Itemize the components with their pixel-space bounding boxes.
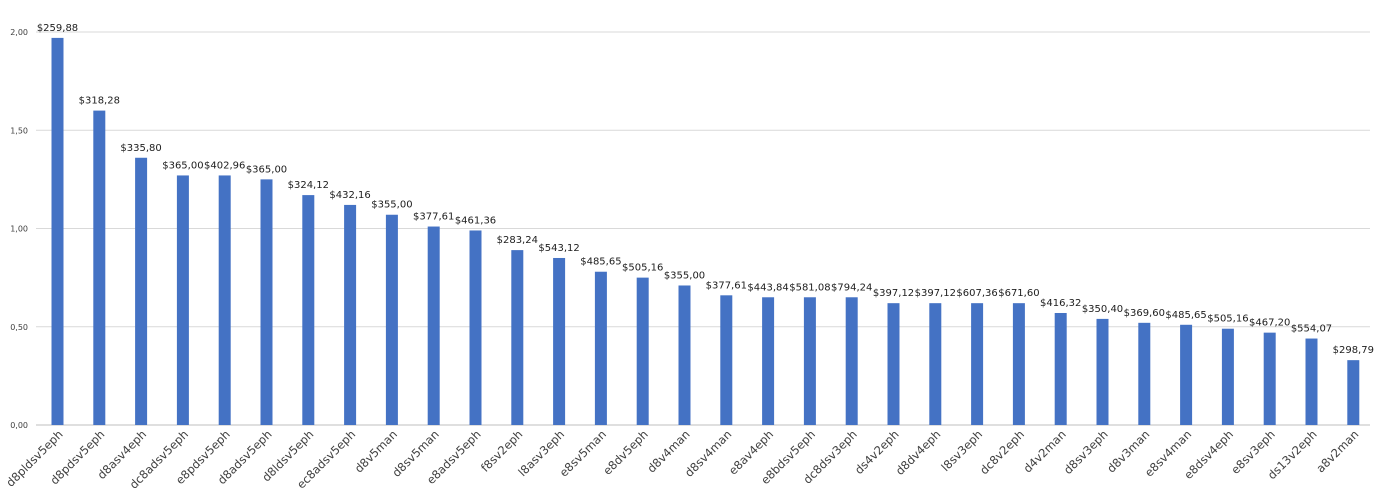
bar-ec8adsv5eph	[344, 204, 357, 425]
x-axis: d8pldsv5ephd8pdsv5ephd8asv4ephdc8adsv5ep…	[3, 427, 1361, 491]
data-labels: $259,88$318,28$335,80$365,00 $402,96 $365,…	[37, 23, 1374, 356]
bar-d8pldsv5eph	[51, 37, 64, 426]
data-label: $365,00	[246, 164, 287, 175]
x-tick-label: e8dv5eph	[600, 427, 651, 478]
data-label: $318,28	[79, 96, 120, 107]
data-label: $365,00	[162, 160, 203, 171]
bar-e8dv5eph	[636, 277, 649, 425]
gridlines	[36, 31, 1370, 426]
data-label: $397,12	[873, 288, 914, 299]
data-label: $377,61	[413, 212, 454, 223]
data-label: $443,84	[747, 282, 788, 293]
x-tick-label: d8dv4eph	[893, 427, 944, 478]
data-label: $355,00	[664, 270, 705, 281]
bar-dc8adsv5eph	[176, 175, 189, 425]
data-label: $505,16	[1207, 314, 1248, 325]
y-tick-label: 0,50	[10, 323, 28, 332]
data-label: $283,24	[497, 235, 538, 246]
data-label: $485,65	[580, 257, 621, 268]
data-label: $554,07	[1291, 324, 1332, 335]
data-label: $461,36	[455, 215, 496, 226]
bar-e8av4eph	[762, 297, 775, 425]
bar-e8bdsv5eph	[803, 297, 816, 425]
bar-a8v2man	[1347, 360, 1360, 425]
y-axis: 0,00 0,50 1,00 1,50 2,00	[10, 28, 28, 430]
bar-d8sv3eph	[1096, 318, 1109, 425]
x-tick-label: a8v2man	[1313, 427, 1361, 475]
y-tick-label: 2,00	[10, 28, 28, 37]
data-label: $543,12	[538, 243, 579, 254]
bar-e8sv5man	[594, 271, 607, 425]
data-label: $505,16	[622, 263, 663, 274]
bar-dc8dsv3eph	[845, 297, 858, 425]
bar-d8v5man	[385, 214, 398, 425]
bars	[51, 37, 1360, 426]
y-tick-label: 1,00	[10, 225, 28, 234]
data-label: $485,65	[1165, 310, 1206, 321]
data-label: $350,40	[1082, 304, 1123, 315]
bar-d8v3man	[1138, 322, 1151, 425]
bar-f8sv2eph	[511, 250, 524, 425]
bar-d8adsv5eph	[260, 179, 273, 425]
bar-l8sv3eph	[971, 303, 984, 425]
y-tick-label: 0,00	[10, 421, 28, 430]
bar-ds13v2eph	[1305, 338, 1318, 425]
x-tick-label: dc8v2eph	[977, 427, 1027, 477]
data-label: $377,61	[706, 280, 747, 291]
data-label: $467,20	[1249, 318, 1290, 329]
x-tick-label: d8sv3eph	[1061, 427, 1111, 477]
bar-e8sv3eph	[1263, 332, 1276, 425]
data-label: $355,00	[371, 200, 412, 211]
bar-l8asv3eph	[553, 257, 566, 425]
bar-d8v4man	[678, 285, 691, 425]
bar-d8asv4eph	[135, 157, 148, 425]
data-label: $416,32	[1040, 298, 1081, 309]
bar-d8sv4man	[720, 295, 733, 425]
bar-e8pdsv5eph	[218, 175, 231, 425]
data-label: $397,12	[915, 288, 956, 299]
bar-ds4v2eph	[887, 303, 900, 425]
data-label: $671,60	[998, 288, 1039, 299]
data-label: $298,79	[1333, 345, 1374, 356]
bar-d8ldsv5eph	[302, 195, 315, 425]
data-label: $369,60	[1124, 308, 1165, 319]
data-label: $335,80	[120, 143, 161, 154]
data-label: $794,24	[831, 282, 872, 293]
bar-dc8v2eph	[1012, 303, 1025, 425]
data-label: $259,88	[37, 23, 78, 34]
data-label: $607,36	[956, 288, 997, 299]
bar-d4v2man	[1054, 312, 1067, 425]
bar-d8sv5man	[427, 226, 440, 425]
bar-e8sv4man	[1180, 324, 1193, 425]
bar-d8dv4eph	[929, 303, 942, 425]
bar-e8adsv5eph	[469, 230, 482, 425]
y-tick-label: 1,50	[10, 126, 28, 135]
bar-d8pdsv5eph	[93, 110, 106, 425]
data-label: $581,08	[789, 282, 830, 293]
data-label: $432,16	[329, 190, 370, 201]
data-label: $402,96	[204, 160, 245, 171]
data-label: $324,12	[288, 180, 329, 191]
bar-e8dsv4eph	[1221, 328, 1234, 425]
